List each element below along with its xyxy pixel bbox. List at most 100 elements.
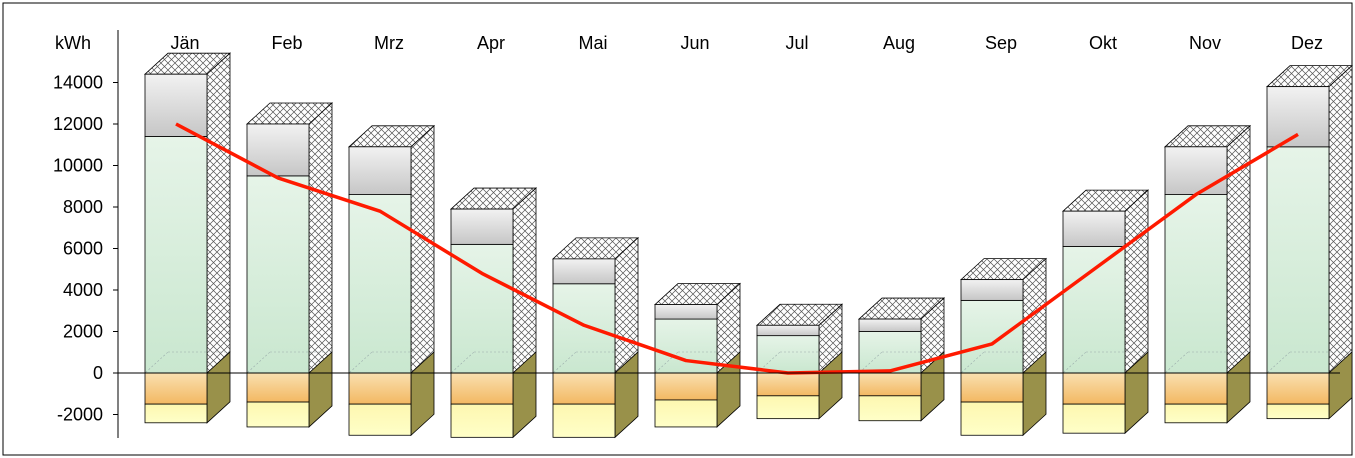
bar-segment-green [144,136,208,374]
bar-positive-stack [143,52,232,374]
bar-segment-green [552,283,616,374]
bar-segment-yellow [246,401,310,428]
bar-segment-yellow [858,395,922,422]
bar-positive-stack [1163,124,1252,374]
bar-negative-stack [1164,351,1251,424]
bar-positive-stack [1265,64,1354,374]
bar-segment-orange [348,372,412,405]
bar-segment-grey [1266,86,1330,148]
bar-segment-orange [654,372,718,401]
bar-side-face [614,236,639,374]
bar-positive-stack [449,187,538,374]
bar-positive-stack [245,102,334,374]
bar-negative-stack [756,351,843,420]
line-series [175,122,1299,375]
bar-negative-stack [144,351,231,424]
y-tick-label: 4000 [63,280,103,300]
x-tick-label: Feb [271,33,302,53]
y-tick-label: 12000 [53,114,103,134]
bar-segment-yellow [1062,403,1126,434]
bar-segment-orange [756,372,820,397]
bar-side-face [410,124,435,374]
bar-segment-green [756,335,820,374]
line-layer [175,122,1299,375]
bar-side-face [512,187,537,374]
bar-segment-orange [144,372,208,405]
bar-segment-yellow [1164,403,1228,424]
bar-positive-stack [857,297,946,374]
bar-segment-green [246,175,310,374]
y-tick-label: -2000 [57,405,103,425]
y-tick-label: 10000 [53,156,103,176]
bars-layer [143,52,1354,439]
bar-positive-stack [653,282,742,374]
bar-segment-yellow [450,403,514,438]
bar-negative-stack [1062,351,1149,435]
bar-segment-yellow [144,403,208,424]
bar-segment-green [960,299,1024,374]
bar-negative-stack [552,351,639,439]
bar-segment-green [348,194,412,374]
bar-negative-stack [246,351,333,428]
bar-positive-stack [347,124,436,374]
bar-segment-green [654,318,718,374]
x-tick-label: Mrz [374,33,404,53]
x-tick-label: Okt [1089,33,1117,53]
y-axis-unit-label: kWh [55,33,91,53]
bar-side-face [1328,64,1353,374]
bar-segment-orange [1266,372,1330,405]
bar-segment-grey [1062,210,1126,247]
x-tick-label: Nov [1189,33,1221,53]
bar-negative-stack [654,351,741,428]
x-tick-label: Dez [1291,33,1323,53]
bar-negative-stack [858,351,945,422]
bar-segment-grey [552,258,616,285]
y-tick-label: 2000 [63,322,103,342]
bar-positive-stack [755,303,844,374]
bar-segment-orange [552,372,616,405]
bar-segment-grey [960,279,1024,301]
bar-side-face [1124,189,1149,374]
x-tick-label: Jun [680,33,709,53]
x-tick-label: Apr [477,33,505,53]
bar-segment-grey [144,73,208,137]
axis-layer: kWh 14000 12000 10000 8000 6000 4000 2000 0 -2000… [53,30,1340,438]
y-tick-label: 14000 [53,73,103,93]
bar-segment-orange [1062,372,1126,405]
bar-segment-grey [348,146,412,195]
bar-positive-stack [551,236,640,374]
x-tick-label: Jul [785,33,808,53]
bar-segment-grey [1164,146,1228,195]
bar-segment-yellow [960,401,1024,436]
x-tick-label: Sep [985,33,1017,53]
bar-segment-grey [654,304,718,320]
bar-positive-stack [959,257,1048,374]
y-tick-label: 6000 [63,239,103,259]
bar-segment-yellow [348,403,412,436]
bar-segment-grey [450,208,514,245]
bar-segment-green [1164,194,1228,374]
x-tick-label: Mai [578,33,607,53]
bar-side-face [206,52,231,374]
bar-negative-stack [1266,351,1353,420]
bar-segment-orange [450,372,514,405]
bar-segment-green [450,243,514,374]
bar-segment-green [1062,246,1126,374]
bar-segment-orange [1164,372,1228,405]
y-tick-label: 0 [93,363,103,383]
bar-segment-yellow [756,395,820,420]
bar-segment-yellow [654,399,718,428]
bar-segment-orange [246,372,310,403]
bar-segment-yellow [1266,403,1330,420]
y-tick-label: 8000 [63,197,103,217]
bar-side-face [308,102,333,374]
x-tick-label: Aug [883,33,915,53]
x-tick-label: Jän [170,33,199,53]
bar-segment-orange [960,372,1024,403]
bar-segment-grey [858,318,922,332]
bar-segment-grey [756,324,820,337]
bar-segment-yellow [552,403,616,438]
bar-segment-green [1266,146,1330,374]
bar-segment-orange [858,372,922,397]
